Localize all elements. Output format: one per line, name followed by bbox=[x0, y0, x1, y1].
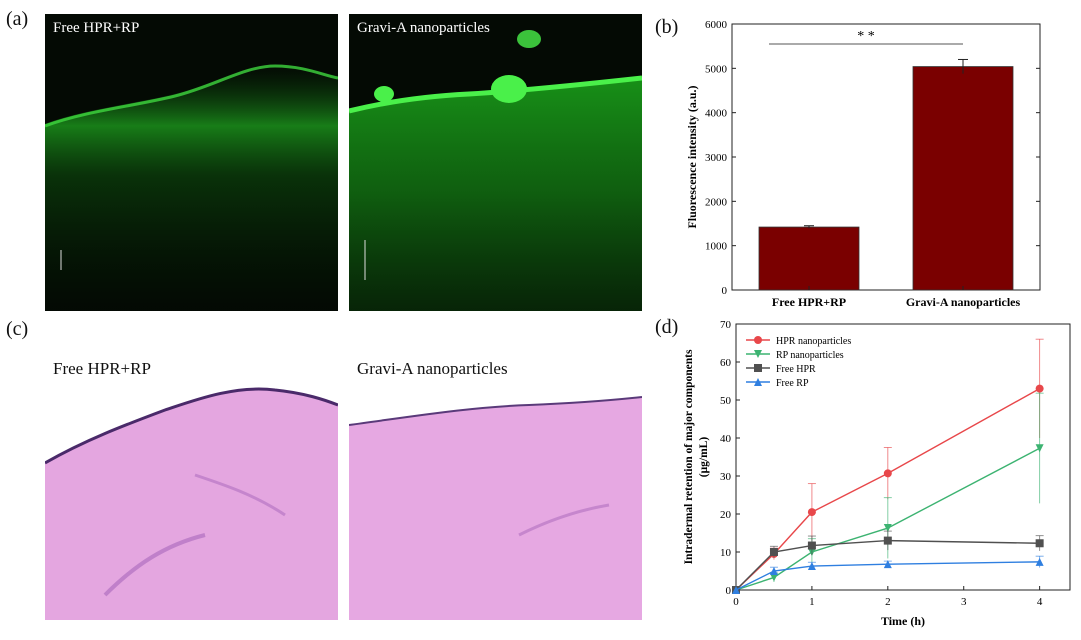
panel-b-letter: (b) bbox=[655, 16, 679, 38]
y-tick-label: 70 bbox=[720, 319, 732, 331]
x-tick-label: Free HPR+RP bbox=[772, 295, 846, 309]
y-tick-label: 3000 bbox=[705, 152, 728, 164]
x-tick-label: 4 bbox=[1037, 596, 1043, 608]
y-tick-label: 6000 bbox=[705, 19, 728, 31]
y-tick-label: 60 bbox=[720, 357, 732, 369]
x-tick-label: 0 bbox=[733, 596, 739, 608]
significance-label: * * bbox=[857, 29, 875, 44]
data-point bbox=[754, 364, 762, 372]
y-axis-label: Intradermal retention of major component… bbox=[683, 349, 695, 564]
data-point bbox=[732, 586, 740, 594]
data-point bbox=[1035, 539, 1044, 548]
y-axis-label: Fluorescence intensity (a.u.) bbox=[685, 85, 699, 228]
fluorescence-label-nano: Gravi-A nanoparticles bbox=[357, 20, 490, 36]
y-tick-label: 40 bbox=[720, 433, 732, 445]
x-tick-label: 3 bbox=[961, 596, 967, 608]
data-point bbox=[883, 469, 892, 478]
fluorescence-texture-nano bbox=[349, 30, 642, 311]
bar bbox=[912, 66, 1014, 291]
y-tick-label: 5000 bbox=[705, 63, 728, 75]
data-point bbox=[754, 350, 762, 358]
plot-frame bbox=[735, 323, 1071, 591]
data-point bbox=[807, 541, 816, 550]
fluorescence-label-free: Free HPR+RP bbox=[53, 20, 140, 36]
y-tick-label: 4000 bbox=[705, 108, 728, 120]
x-tick-label: 2 bbox=[885, 596, 891, 608]
y-tick-label: 30 bbox=[720, 471, 732, 483]
he-label-free: Free HPR+RP bbox=[53, 359, 151, 378]
y-tick-label: 1000 bbox=[705, 241, 728, 253]
panel-d-letter: (d) bbox=[655, 316, 679, 338]
data-point bbox=[769, 567, 778, 575]
y-tick-label: 0 bbox=[726, 585, 732, 597]
data-point bbox=[754, 378, 762, 386]
fluorescence-texture-free bbox=[45, 64, 338, 311]
x-tick-label: 1 bbox=[809, 596, 815, 608]
data-point bbox=[769, 573, 778, 582]
data-point bbox=[883, 536, 892, 545]
he-texture-nano bbox=[348, 396, 643, 620]
bar-chart: 0 1000 2000 3000 4000 5000 6000 Free HPR+RP Grav… bbox=[685, 19, 1041, 309]
fluorescence-image-nano: Gravi-A nanoparticles bbox=[349, 14, 642, 311]
data-point bbox=[769, 548, 778, 556]
panel-a-letter: (a) bbox=[6, 8, 29, 30]
he-stain-image-nano: Gravi-A nanoparticles bbox=[348, 345, 643, 620]
y-tick-label: 10 bbox=[720, 547, 732, 559]
data-point bbox=[1035, 557, 1044, 566]
data-point bbox=[1035, 384, 1044, 393]
y-tick-label: 2000 bbox=[705, 196, 728, 208]
data-point bbox=[883, 560, 892, 569]
fluorescence-image-free: Free HPR+RP bbox=[45, 14, 338, 311]
y-tick-label: 0 bbox=[722, 285, 728, 297]
legend-label: Free RP bbox=[776, 378, 809, 389]
x-tick-label: Gravi-A nanoparticles bbox=[906, 295, 1021, 309]
y-tick-label: 20 bbox=[720, 509, 732, 521]
legend-label: Free HPR bbox=[776, 364, 816, 375]
x-axis-label: Time (h) bbox=[881, 614, 925, 628]
legend-label: HPR nanoparticles bbox=[776, 336, 851, 347]
line-chart: 0 10 20 30 40 50 60 70 0 1 2 3 4 HPR nanoparticles RP … bbox=[683, 319, 1071, 628]
panel-c-letter: (c) bbox=[6, 318, 29, 340]
data-point bbox=[1035, 444, 1044, 453]
data-point bbox=[754, 336, 762, 344]
data-point bbox=[807, 508, 816, 517]
y-tick-label: 50 bbox=[720, 395, 732, 407]
bar bbox=[758, 226, 860, 291]
y-axis-label-unit: (μg/mL) bbox=[698, 437, 710, 478]
he-label-nano: Gravi-A nanoparticles bbox=[357, 359, 508, 378]
data-point bbox=[807, 562, 816, 571]
data-point bbox=[883, 524, 892, 533]
he-stain-image-free: Free HPR+RP bbox=[44, 345, 339, 620]
legend-label: RP nanoparticles bbox=[776, 350, 844, 361]
he-texture-free bbox=[44, 387, 339, 620]
